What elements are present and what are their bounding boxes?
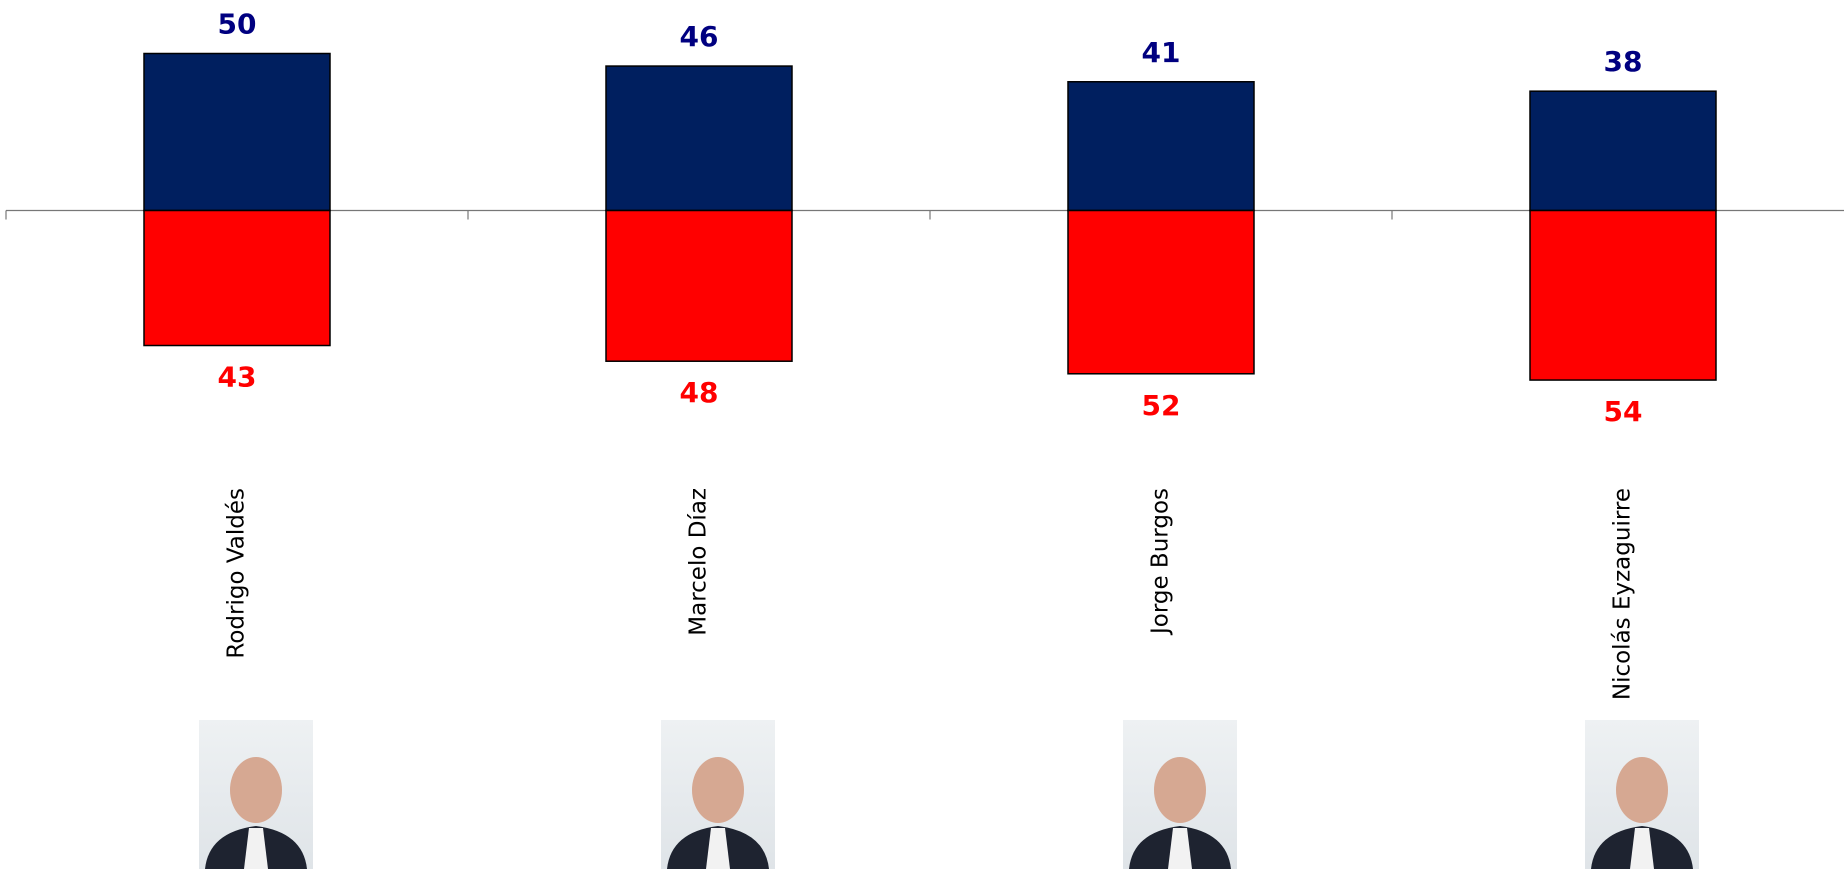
- portrait-shirt: [1168, 828, 1192, 869]
- portrait: [661, 720, 775, 869]
- category-label: Rodrigo Valdés: [224, 488, 250, 659]
- bar-segment: [143, 52, 331, 212]
- portrait: [1123, 720, 1237, 869]
- value-label: 52: [1142, 389, 1181, 422]
- portrait: [199, 720, 313, 869]
- bar-segment: [1529, 209, 1717, 381]
- value-label: 41: [1142, 36, 1181, 69]
- bar-segment: [605, 209, 793, 362]
- category-label: Marcelo Díaz: [686, 488, 712, 636]
- portrait-shirt: [1630, 828, 1654, 869]
- value-label: 50: [218, 8, 257, 41]
- portrait-shirt: [244, 828, 268, 869]
- bar-segment: [605, 65, 793, 212]
- value-label: 46: [680, 20, 719, 53]
- bar-segment: [1529, 90, 1717, 212]
- portrait-head: [692, 757, 744, 823]
- portrait-head: [230, 757, 282, 823]
- photos: [199, 720, 1699, 869]
- value-label: 54: [1604, 395, 1643, 428]
- bar-segment: [1067, 209, 1255, 375]
- category-label: Jorge Burgos: [1148, 488, 1174, 636]
- portrait-head: [1616, 757, 1668, 823]
- bar-segment: [1067, 81, 1255, 212]
- category-label: Nicolás Eyzaguirre: [1610, 488, 1636, 700]
- portrait: [1585, 720, 1699, 869]
- value-label: 48: [680, 376, 719, 409]
- value-label: 38: [1604, 45, 1643, 78]
- portrait-shirt: [706, 828, 730, 869]
- bar-segment: [143, 209, 331, 347]
- value-label: 43: [218, 361, 257, 394]
- portrait-head: [1154, 757, 1206, 823]
